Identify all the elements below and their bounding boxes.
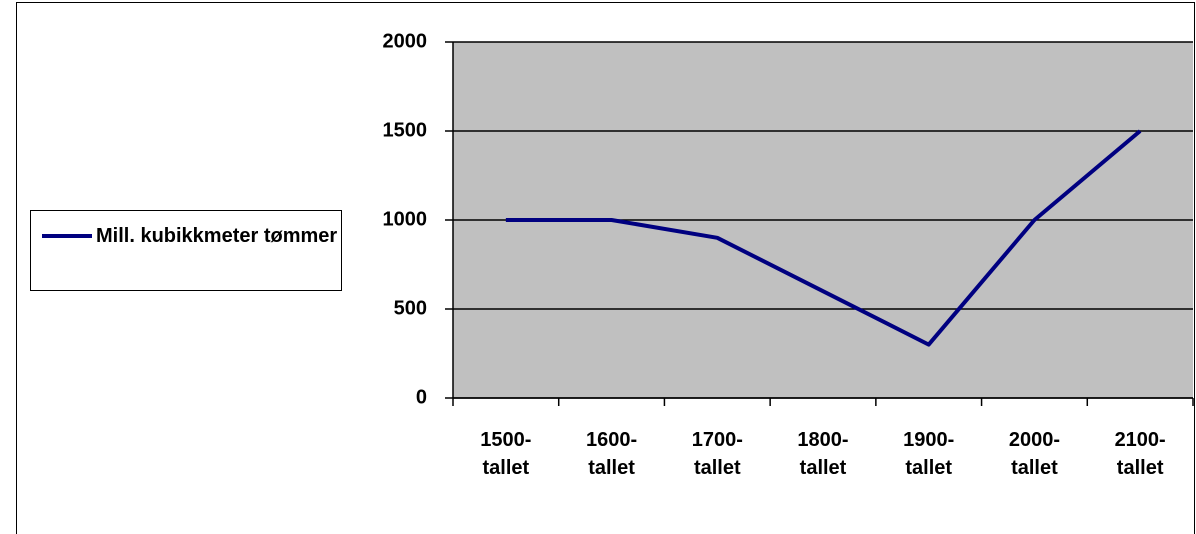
x-tick-label: 1700-tallet xyxy=(691,429,743,479)
y-tick-label: 1000 xyxy=(383,208,428,230)
x-tick-label: 1800-tallet xyxy=(797,429,849,479)
data-line xyxy=(505,129,1142,347)
x-tick-label: 1500-tallet xyxy=(480,429,532,479)
y-tick-label: 0 xyxy=(416,386,427,408)
x-tick-label: 2000-tallet xyxy=(1008,429,1060,479)
y-tick-label: 1500 xyxy=(383,119,428,141)
legend-label: Mill. kubikkmeter tømmer xyxy=(96,225,338,247)
x-tick-label: 1900-tallet xyxy=(903,429,955,479)
y-tick-label: 500 xyxy=(394,297,427,319)
x-tick-label: 1600-tallet xyxy=(585,429,638,479)
y-tick-label: 2000 xyxy=(383,30,428,52)
legend-box xyxy=(30,210,342,291)
x-tick-label: 2100-tallet xyxy=(1114,429,1166,479)
